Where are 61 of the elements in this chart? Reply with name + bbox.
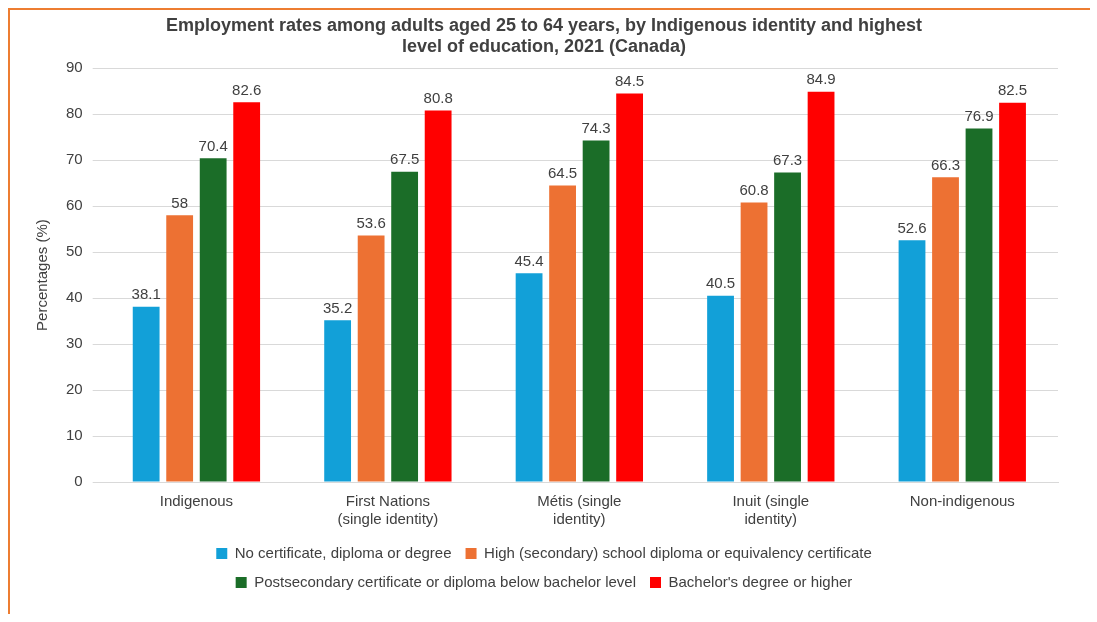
data-label: 64.5 <box>547 164 578 182</box>
data-label: 35.2 <box>323 298 353 316</box>
bar <box>707 295 734 482</box>
x-tick-label: Indigenous <box>159 492 234 510</box>
bar <box>582 140 610 482</box>
y-tick-label: 20 <box>66 380 83 398</box>
bar <box>616 93 643 482</box>
legend-label: High (secondary) school diploma or equivalency certificate <box>484 543 872 561</box>
x-tick-label: Inuit (single identity) <box>732 492 810 528</box>
x-tick-label: Non-indigenous <box>909 492 1015 510</box>
y-tick-label: 60 <box>66 196 83 214</box>
y-tick-label: 50 <box>66 242 83 260</box>
y-tick-label: 90 <box>66 58 83 76</box>
bar <box>515 273 543 482</box>
y-tick-label: 30 <box>66 334 83 352</box>
bar <box>932 177 959 482</box>
bar <box>774 172 801 482</box>
data-label: 58 <box>171 193 189 211</box>
data-label: 76.9 <box>964 107 994 125</box>
y-tick-label: 10 <box>66 426 83 444</box>
data-label: 45.4 <box>514 251 544 269</box>
data-label: 40.5 <box>705 274 736 292</box>
data-label: 74.3 <box>581 119 611 137</box>
data-label: 53.6 <box>356 214 386 232</box>
data-label: 82.6 <box>232 80 262 98</box>
bar <box>199 158 227 482</box>
data-label: 66.3 <box>930 155 961 173</box>
data-label: 38.1 <box>131 285 161 303</box>
data-label: 84.9 <box>806 70 836 88</box>
bar <box>965 128 993 482</box>
data-label: 67.5 <box>390 150 420 168</box>
bar <box>898 240 926 482</box>
data-label: 82.5 <box>997 81 1028 99</box>
bar <box>391 171 419 482</box>
data-label: 70.4 <box>198 136 228 154</box>
bar <box>549 185 576 482</box>
bar <box>132 306 160 482</box>
bar <box>740 202 768 482</box>
data-label: 84.5 <box>615 72 645 90</box>
data-label: 52.6 <box>897 218 927 236</box>
legend-label: Bachelor's degree or higher <box>668 572 853 590</box>
x-tick-label: Métis (single identity) <box>537 492 622 528</box>
legend-label: No certificate, diploma or degree <box>234 543 452 561</box>
y-tick-label: 70 <box>66 150 83 168</box>
bar <box>324 320 352 482</box>
data-label: 80.8 <box>423 89 453 107</box>
legend-label: Postsecondary certificate or diploma below bachelor level <box>254 572 637 590</box>
bar <box>233 102 261 482</box>
bar <box>424 110 452 482</box>
data-label: 67.3 <box>772 151 803 169</box>
bar <box>999 102 1026 482</box>
bar <box>166 215 194 482</box>
chart-title: Employment rates among adults aged 25 to 64 years, by Indigenous identity and highest level of education, 2021 (Canada) <box>165 14 923 57</box>
y-tick-label: 80 <box>66 104 83 122</box>
bar <box>357 235 385 482</box>
y-tick-label: 40 <box>66 288 83 306</box>
data-label: 60.8 <box>739 181 769 199</box>
x-tick-label: First Nations (single identity) <box>337 492 439 528</box>
bar <box>807 91 835 482</box>
y-tick-label: 0 <box>74 472 83 490</box>
y-axis-title: Percentages (%) <box>33 219 51 331</box>
